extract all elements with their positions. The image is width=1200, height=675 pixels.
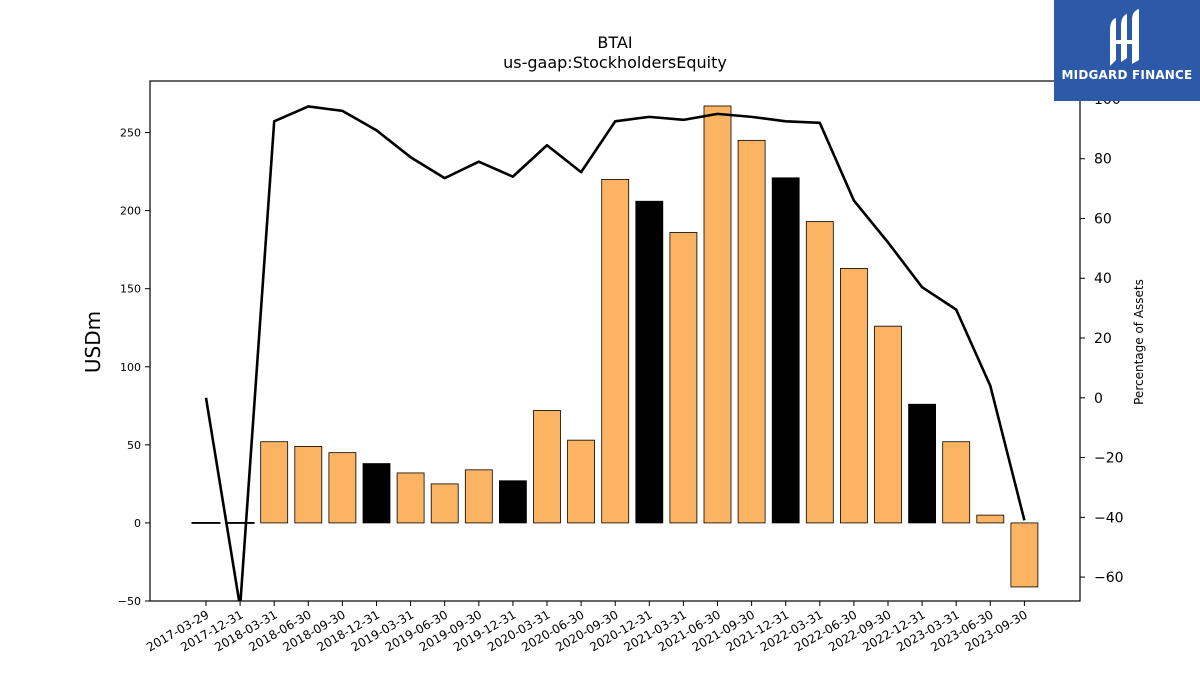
bar-2019-06-30: [430, 483, 459, 524]
bar-2020-06-30: [567, 439, 595, 524]
y-tick-label: 200: [120, 205, 141, 218]
bar-2021-12-31: [771, 177, 800, 524]
bar-2019-12-31: [498, 480, 527, 524]
bar-2020-12-31: [635, 200, 664, 524]
bar-2023-09-30: [1010, 522, 1039, 588]
chart-title: BTAI: [597, 33, 632, 52]
y2-axis-label: Percentage of Assets: [1132, 279, 1146, 405]
y2-tick-label: 20: [1094, 331, 1112, 347]
y-tick-label: 50: [127, 439, 141, 452]
bar-2018-03-31: [260, 441, 289, 524]
midgard-finance-logo: MIDGARD FINANCE: [1054, 0, 1200, 101]
bar-2022-09-30: [874, 325, 902, 524]
y2-tick-label: −20: [1094, 451, 1124, 467]
chart-subtitle: us-gaap:StockholdersEquity: [503, 53, 727, 72]
y-axis-label: USDm: [81, 311, 105, 373]
bar-2023-06-30: [976, 514, 1005, 524]
bar-2018-12-31: [362, 463, 391, 524]
y2-tick-label: −60: [1094, 570, 1124, 586]
y2-tick-label: −40: [1094, 510, 1124, 526]
bar-2021-09-30: [737, 139, 766, 524]
y2-tick-label: 40: [1094, 271, 1112, 287]
y2-tick-label: 60: [1094, 211, 1112, 227]
bar-2023-03-31: [942, 441, 971, 524]
logo-text: MIDGARD FINANCE: [1061, 68, 1193, 82]
plot-area: −50050100150200250−60−40−200204060801002…: [118, 80, 1124, 654]
bar-2019-03-31: [396, 472, 425, 524]
bar-2019-09-30: [464, 469, 493, 524]
bar-2020-03-31: [533, 410, 561, 524]
bar-2022-12-31: [908, 403, 936, 524]
y2-tick-label: 0: [1094, 391, 1103, 407]
bar-2018-09-30: [328, 452, 357, 524]
bar-2018-06-30: [294, 446, 323, 524]
percentage-line: [204, 105, 1026, 601]
bar-2022-06-30: [840, 267, 868, 524]
y-tick-label: 250: [120, 127, 141, 140]
bar-2022-03-31: [805, 221, 834, 524]
y-tick-label: −50: [118, 595, 141, 608]
bar-2021-03-31: [669, 232, 698, 524]
midgard-logo-icon: [1110, 9, 1139, 66]
y-tick-label: 150: [120, 283, 141, 296]
y-tick-label: 0: [134, 517, 141, 530]
y2-tick-label: 80: [1094, 152, 1112, 168]
bar-2021-06-30: [703, 105, 732, 524]
bar-2020-09-30: [601, 178, 630, 524]
y-tick-label: 100: [120, 361, 141, 374]
